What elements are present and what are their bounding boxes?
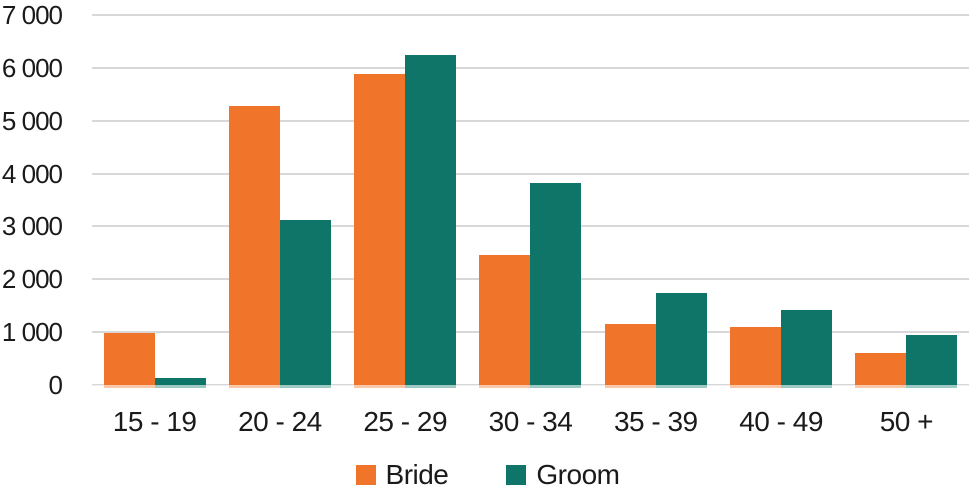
bar-group <box>593 15 718 388</box>
bar-bride <box>604 323 656 388</box>
x-tick-label: 40 - 49 <box>739 406 823 437</box>
gridline <box>92 119 969 122</box>
y-tick-label: 0 <box>48 370 63 400</box>
bar-groom <box>906 334 958 388</box>
y-axis: 7 000 6 000 5 000 4 000 3 000 2 000 1 000 0 <box>0 0 64 400</box>
y-tick-label: 7 000 <box>1 0 63 30</box>
x-tick-label: 15 - 19 <box>112 406 197 437</box>
bar-bride <box>855 353 907 388</box>
bar-group <box>92 15 217 388</box>
y-tick-label: 2 000 <box>1 264 63 295</box>
bar-group <box>468 15 593 388</box>
bar-bride <box>479 254 531 388</box>
groom-color-swatch <box>506 465 527 485</box>
x-tick-label: 30 - 34 <box>488 406 573 437</box>
bar-group <box>217 15 342 388</box>
x-tick-label: 50 + <box>879 406 934 437</box>
gridline <box>92 172 969 175</box>
bar-bride <box>354 74 406 388</box>
bar-groom <box>655 292 707 388</box>
gridline <box>92 14 969 16</box>
plot-area <box>92 14 969 388</box>
legend-item-bride: Bride <box>355 458 449 492</box>
x-tick-label: 25 - 29 <box>363 406 448 437</box>
x-tick-label: 35 - 39 <box>613 406 698 437</box>
bar-group <box>718 15 843 388</box>
y-tick-label: 6 000 <box>1 52 63 83</box>
bar-groom <box>405 54 457 388</box>
y-tick-label: 5 000 <box>1 105 63 136</box>
bar-groom <box>530 183 582 388</box>
bar-groom <box>781 310 833 388</box>
bride-color-swatch <box>355 465 376 485</box>
legend: Bride Groom <box>0 458 975 492</box>
bar-bride <box>228 106 280 388</box>
legend-label-groom: Groom <box>536 459 620 490</box>
bar-groom <box>279 220 331 388</box>
gridline <box>92 66 969 69</box>
bar-group <box>844 15 969 388</box>
y-tick-label: 3 000 <box>1 211 63 242</box>
x-tick-label: 20 - 24 <box>238 406 322 437</box>
y-tick-label: 4 000 <box>1 158 63 189</box>
legend-label-bride: Bride <box>385 459 449 490</box>
bar-groom <box>154 377 206 388</box>
bar-bride <box>730 327 782 388</box>
y-tick-label: 1 000 <box>1 317 63 348</box>
bar-group <box>343 15 468 388</box>
bar-bride <box>103 333 155 388</box>
legend-item-groom: Groom <box>506 458 620 492</box>
x-axis: 15 - 19 20 - 24 25 - 29 30 - 34 35 - 39 40 - … <box>0 403 975 441</box>
baseline <box>92 385 969 388</box>
